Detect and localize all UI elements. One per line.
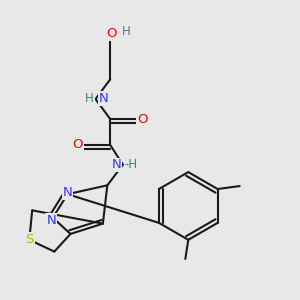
Text: N: N	[63, 186, 72, 199]
Text: O: O	[73, 139, 83, 152]
Text: N: N	[46, 214, 56, 227]
Text: -H: -H	[124, 158, 137, 171]
Text: N: N	[112, 158, 122, 171]
Text: O: O	[106, 27, 117, 40]
Text: S: S	[25, 233, 34, 246]
Text: O: O	[137, 112, 147, 126]
Text: H: H	[85, 92, 94, 105]
Text: H: H	[122, 25, 130, 38]
Text: N: N	[98, 92, 108, 105]
